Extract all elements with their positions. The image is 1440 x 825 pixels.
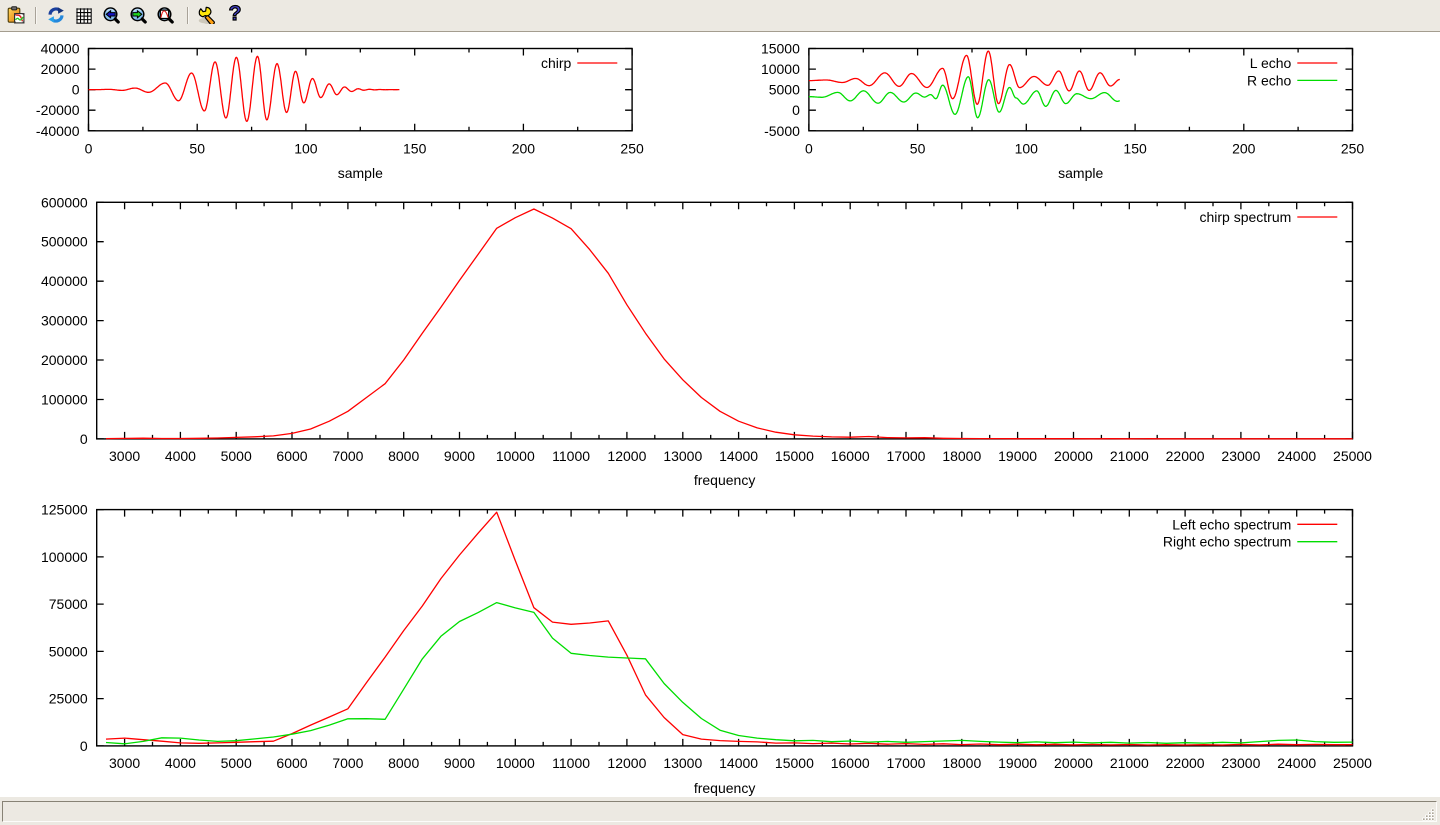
svg-text:11000: 11000	[552, 755, 590, 771]
svg-text:R echo: R echo	[1247, 72, 1292, 88]
svg-text:8000: 8000	[388, 448, 419, 464]
svg-text:14000: 14000	[719, 448, 758, 464]
svg-text:21000: 21000	[1110, 755, 1149, 771]
svg-text:100: 100	[294, 141, 318, 157]
svg-text:11000: 11000	[552, 448, 590, 464]
svg-text:250: 250	[620, 141, 644, 157]
svg-text:100: 100	[1015, 141, 1039, 157]
svg-text:10000: 10000	[496, 448, 535, 464]
svg-text:12000: 12000	[607, 755, 646, 771]
svg-text:9000: 9000	[444, 755, 475, 771]
svg-text:7000: 7000	[332, 448, 363, 464]
svg-text:50: 50	[910, 141, 926, 157]
svg-text:150: 150	[1123, 141, 1147, 157]
svg-text:100000: 100000	[41, 549, 88, 565]
svg-text:500000: 500000	[41, 234, 88, 250]
svg-text:10000: 10000	[496, 755, 535, 771]
svg-text:Left echo spectrum: Left echo spectrum	[1172, 516, 1291, 532]
svg-text:100000: 100000	[41, 392, 88, 408]
svg-text:4000: 4000	[165, 755, 196, 771]
svg-text:17000: 17000	[887, 448, 926, 464]
svg-text:300000: 300000	[41, 313, 88, 329]
svg-text:18000: 18000	[942, 448, 981, 464]
svg-text:3000: 3000	[109, 448, 140, 464]
svg-text:sample: sample	[338, 165, 383, 181]
svg-text:16000: 16000	[831, 448, 870, 464]
svg-text:75000: 75000	[49, 596, 88, 612]
svg-text:frequency: frequency	[694, 780, 755, 796]
svg-text:20000: 20000	[41, 61, 80, 77]
svg-text:5000: 5000	[769, 82, 800, 98]
svg-text:16000: 16000	[831, 755, 870, 771]
svg-text:50: 50	[189, 141, 205, 157]
svg-text:6000: 6000	[276, 755, 307, 771]
svg-text:chirp: chirp	[541, 55, 572, 71]
svg-text:24000: 24000	[1277, 448, 1316, 464]
svg-text:23000: 23000	[1221, 448, 1260, 464]
svg-text:4000: 4000	[165, 448, 196, 464]
svg-text:125000: 125000	[41, 502, 88, 518]
svg-text:chirp spectrum: chirp spectrum	[1199, 209, 1291, 225]
svg-text:7000: 7000	[332, 755, 363, 771]
svg-text:200: 200	[1232, 141, 1256, 157]
svg-text:200: 200	[512, 141, 536, 157]
svg-text:25000: 25000	[1333, 448, 1372, 464]
svg-text:22000: 22000	[1166, 448, 1205, 464]
svg-text:50000: 50000	[49, 643, 88, 659]
svg-text:sample: sample	[1058, 165, 1103, 181]
svg-text:25000: 25000	[1333, 755, 1372, 771]
svg-text:Right echo spectrum: Right echo spectrum	[1163, 534, 1291, 550]
svg-text:-40000: -40000	[36, 123, 80, 139]
svg-text:14000: 14000	[719, 755, 758, 771]
svg-text:250: 250	[1341, 141, 1365, 157]
svg-text:20000: 20000	[1054, 755, 1093, 771]
svg-text:22000: 22000	[1166, 755, 1205, 771]
svg-text:0: 0	[805, 141, 813, 157]
svg-text:600000: 600000	[41, 194, 88, 210]
svg-text:13000: 13000	[663, 755, 702, 771]
svg-text:0: 0	[792, 102, 800, 118]
svg-text:400000: 400000	[41, 273, 88, 289]
svg-text:5000: 5000	[221, 448, 252, 464]
svg-text:40000: 40000	[41, 41, 80, 57]
svg-text:0: 0	[80, 431, 88, 447]
svg-text:24000: 24000	[1277, 755, 1316, 771]
svg-text:15000: 15000	[761, 41, 800, 57]
svg-text:6000: 6000	[276, 448, 307, 464]
svg-text:15000: 15000	[775, 755, 814, 771]
svg-text:0: 0	[80, 738, 88, 754]
svg-text:0: 0	[85, 141, 93, 157]
svg-text:L echo: L echo	[1250, 55, 1292, 71]
svg-text:-5000: -5000	[764, 123, 800, 139]
svg-text:17000: 17000	[887, 755, 926, 771]
svg-text:0: 0	[72, 82, 80, 98]
svg-text:23000: 23000	[1221, 755, 1260, 771]
svg-text:5000: 5000	[221, 755, 252, 771]
svg-text:13000: 13000	[663, 448, 702, 464]
svg-text:20000: 20000	[1054, 448, 1093, 464]
svg-text:21000: 21000	[1110, 448, 1149, 464]
svg-text:19000: 19000	[998, 755, 1037, 771]
svg-text:19000: 19000	[998, 448, 1037, 464]
svg-text:150: 150	[403, 141, 427, 157]
svg-text:frequency: frequency	[694, 472, 755, 488]
svg-text:12000: 12000	[607, 448, 646, 464]
svg-text:200000: 200000	[41, 352, 88, 368]
svg-text:25000: 25000	[49, 691, 88, 707]
svg-text:18000: 18000	[942, 755, 981, 771]
svg-text:3000: 3000	[109, 755, 140, 771]
svg-text:8000: 8000	[388, 755, 419, 771]
svg-text:9000: 9000	[444, 448, 475, 464]
svg-text:-20000: -20000	[36, 102, 80, 118]
svg-text:10000: 10000	[761, 61, 800, 77]
svg-text:15000: 15000	[775, 448, 814, 464]
